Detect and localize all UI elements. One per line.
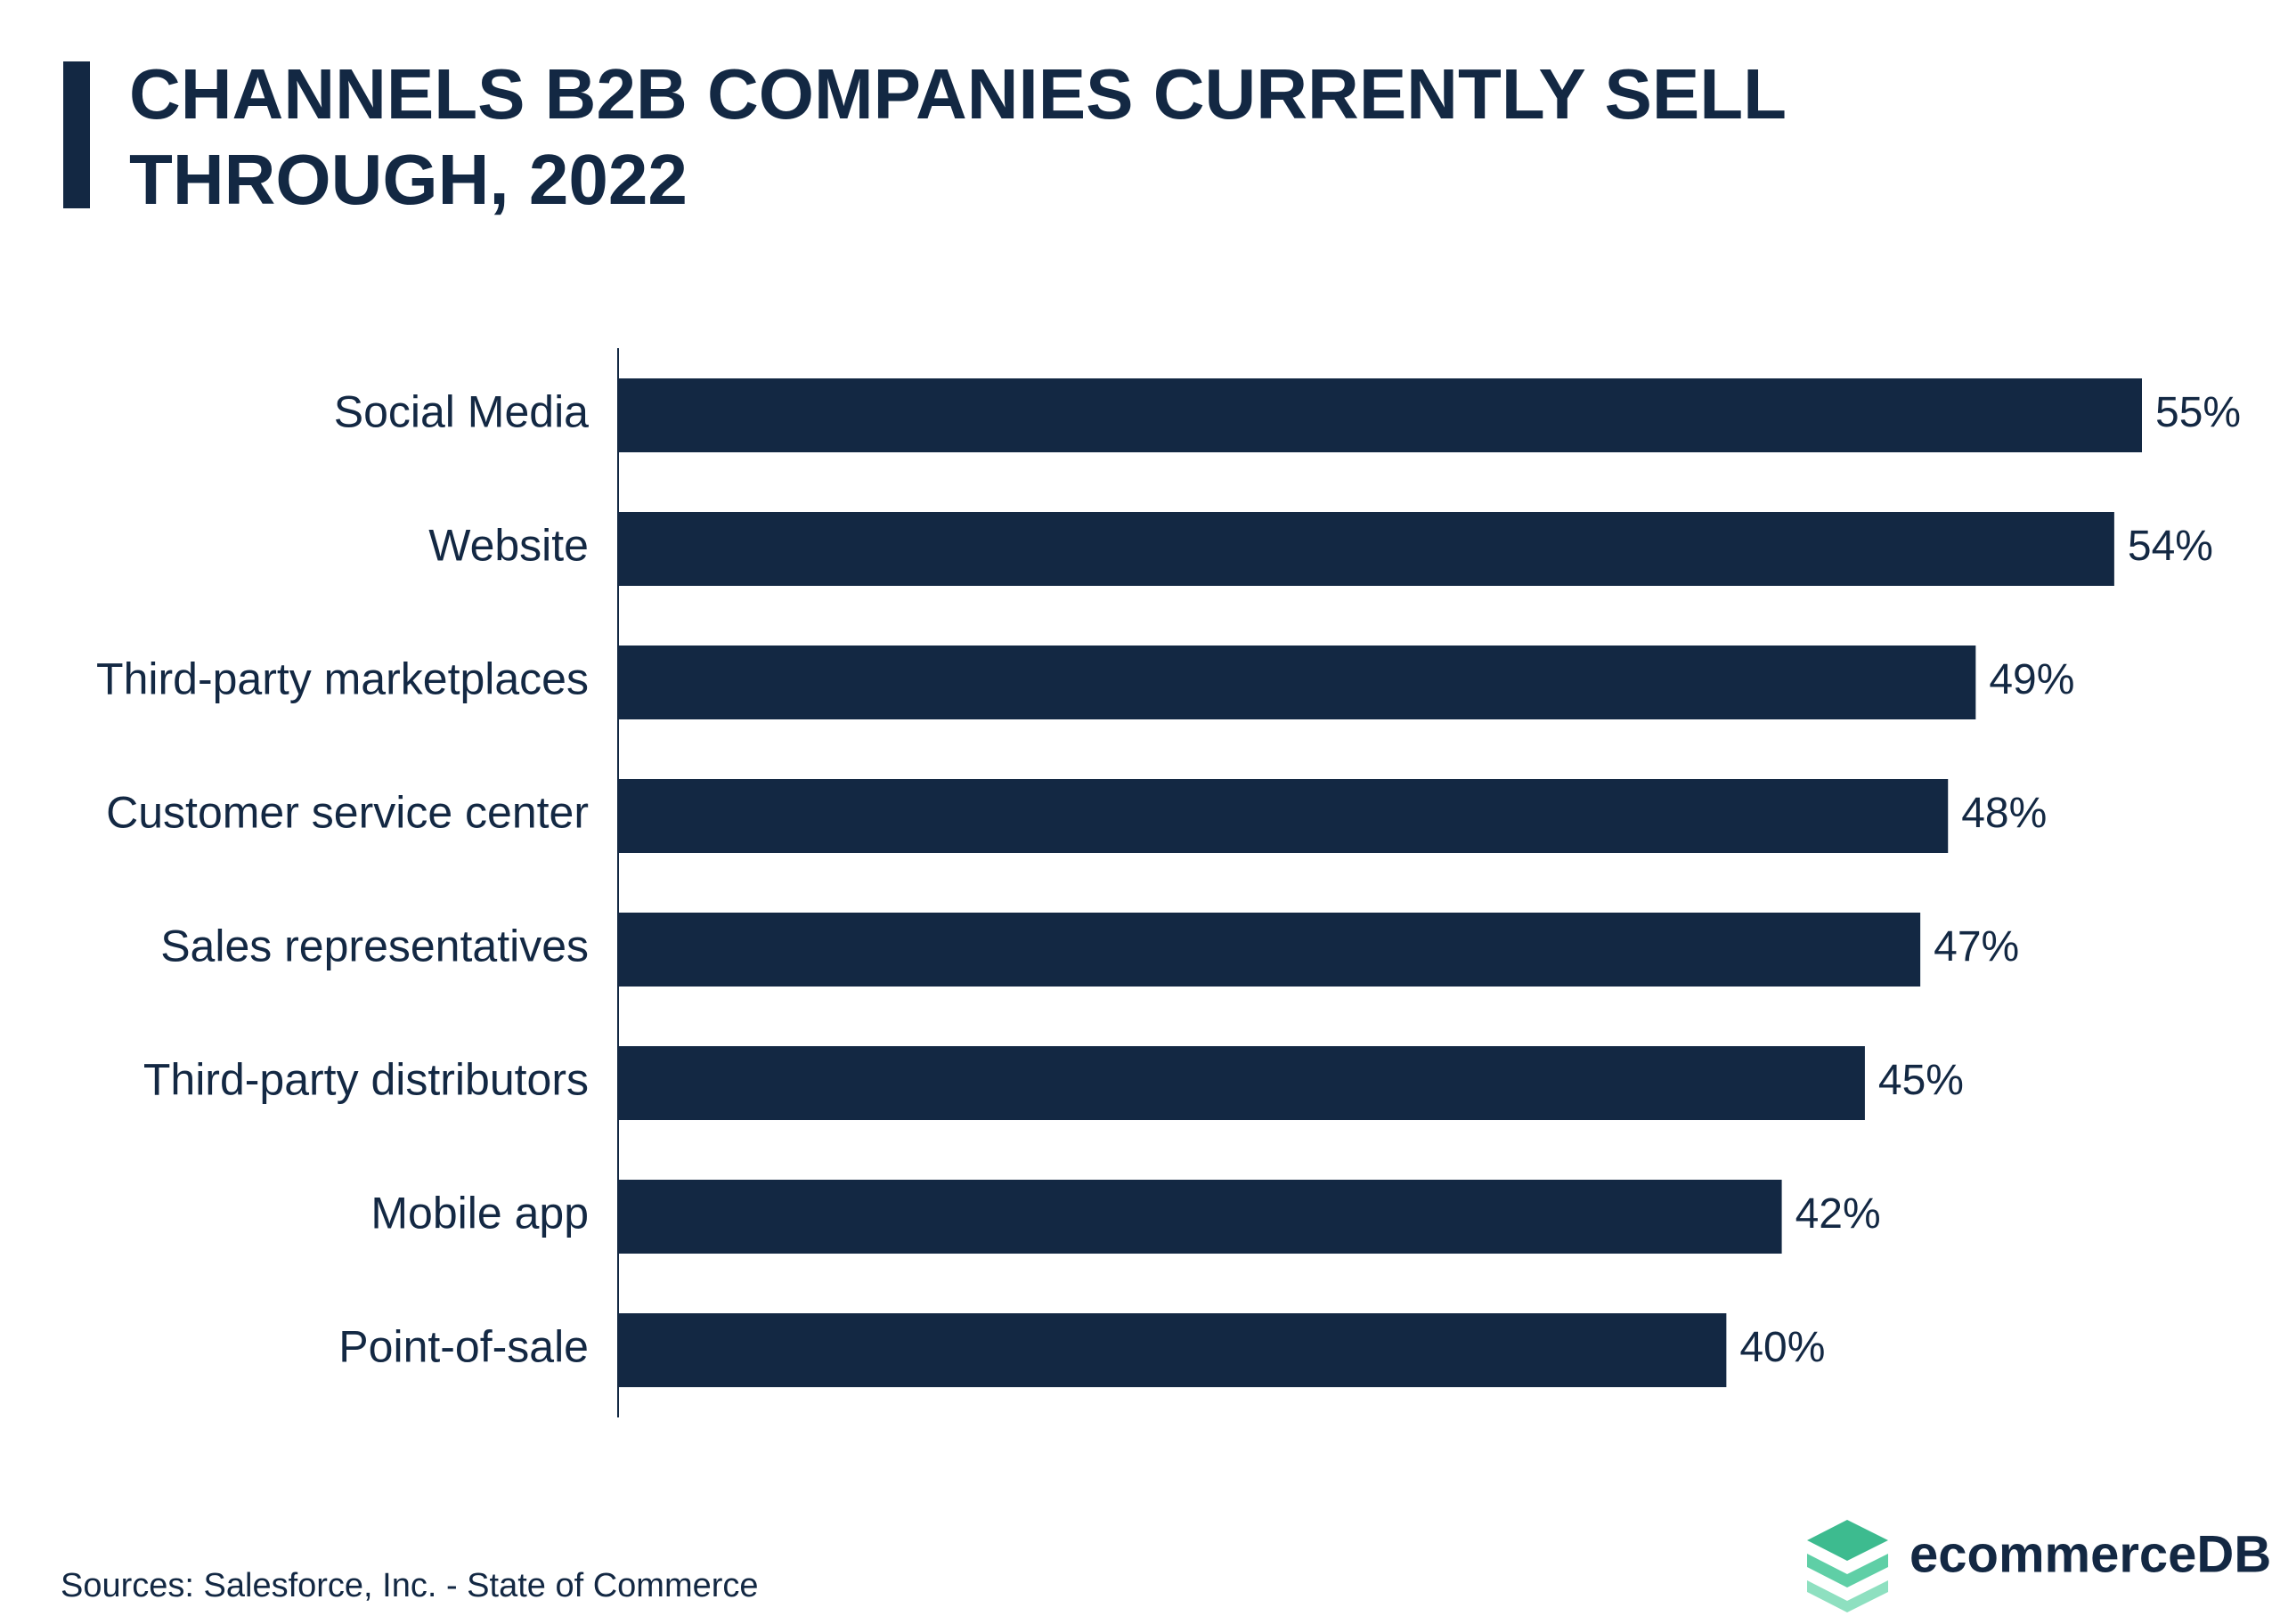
bar xyxy=(618,378,2142,452)
bar xyxy=(618,1180,1782,1254)
value-label: 45% xyxy=(1878,1057,1964,1104)
y-tick-label: Third-party marketplaces xyxy=(96,654,589,704)
y-tick-label: Social Media xyxy=(334,387,589,437)
y-tick-label: Sales representatives xyxy=(160,922,589,971)
chart-title: CHANNELS B2B COMPANIES CURRENTLY SELL TH… xyxy=(129,54,1786,219)
bar xyxy=(618,646,1976,719)
bar xyxy=(618,1046,1865,1120)
brand-logo xyxy=(1807,1520,1888,1612)
bar xyxy=(618,512,2114,586)
title-accent xyxy=(63,61,90,208)
source: Sources: Salesforce, Inc. - State of Com… xyxy=(61,1567,759,1604)
y-tick-label: Point-of-sale xyxy=(338,1322,589,1372)
y-tick-label: Mobile app xyxy=(370,1189,589,1238)
value-label: 48% xyxy=(1961,790,2047,837)
value-label: 47% xyxy=(1934,923,2019,970)
bar xyxy=(618,1313,1727,1387)
bar xyxy=(618,913,1921,987)
y-tick-label: Customer service center xyxy=(106,788,589,838)
value-label: 55% xyxy=(2155,389,2241,436)
value-label: 42% xyxy=(1796,1190,1881,1238)
value-label: 49% xyxy=(1989,656,2074,703)
brand-name: ecommerceDB xyxy=(1910,1525,2271,1583)
value-label: 54% xyxy=(2128,523,2213,570)
value-label: 40% xyxy=(1739,1324,1825,1371)
y-tick-label: Website xyxy=(428,521,589,571)
bar xyxy=(618,779,1949,853)
y-tick-label: Third-party distributors xyxy=(143,1055,589,1105)
